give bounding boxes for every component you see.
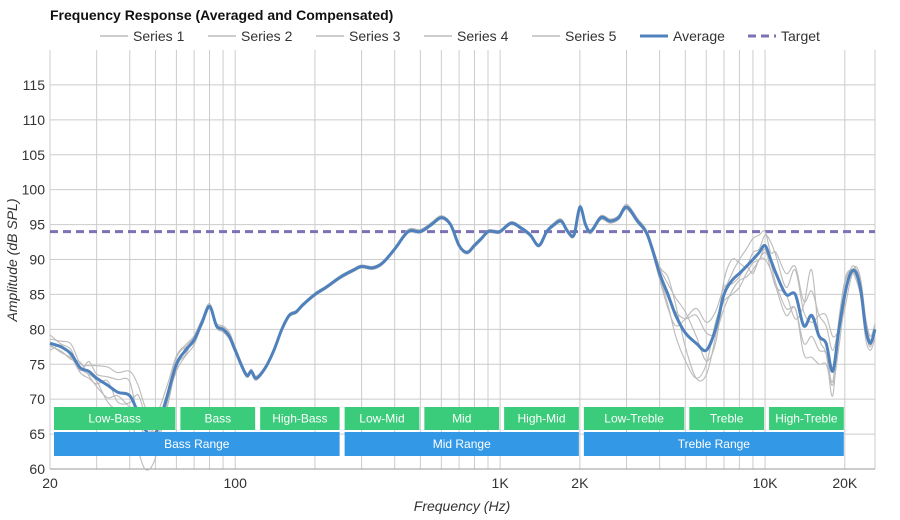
band-low-mid [344,407,420,430]
band-label: High-Treble [775,412,838,426]
legend-label: Series 1 [133,28,185,44]
chart-grid [49,50,876,470]
y-tick-label: 110 [23,112,46,128]
average-line [49,205,877,438]
x-tick-label: 2K [571,475,589,491]
chart-legend: Series 1 Series 2 Series 3 Series 4 Series 5… [100,28,820,44]
average-line-path [49,205,877,438]
band-high-bass [260,407,340,430]
series-lines [49,203,876,471]
series-1-line [49,203,876,418]
y-tick-label: 80 [29,321,45,337]
series-5-line [49,206,876,471]
band-label: High-Mid [517,412,565,426]
band-high-treble [769,407,844,430]
y-tick-label: 70 [29,391,45,407]
band-low-treble [583,407,685,430]
y-tick-label: 105 [22,147,46,163]
y-tick-label: 60 [29,461,45,477]
legend-item: Series 4 [424,28,509,44]
legend-label: Series 3 [349,28,401,44]
legend-item: Series 2 [208,28,293,44]
x-tick-label: 100 [224,475,248,491]
x-axis-label: Frequency (Hz) [414,498,510,514]
band-mid [424,407,500,430]
y-tick-label: 65 [29,426,45,442]
band-label: Treble Range [678,437,751,451]
legend-item: Target [748,28,820,44]
band-label: Bass Range [164,437,230,451]
band-label: Low-Mid [359,412,404,426]
band-bass [180,407,256,430]
y-axis-ticks: 60 65 70 75 80 85 90 95 100 105 110 115 [22,77,46,477]
band-treble [689,407,765,430]
band-bass-range [54,432,340,456]
y-axis-label: Amplitude (dB SPL) [4,199,20,323]
band-low-bass [54,407,176,430]
band-label: Low-Bass [88,412,141,426]
x-tick-label: 20K [832,475,858,491]
x-axis-ticks: 20 100 1K 2K 10K 20K [42,475,858,491]
band-high-mid [504,407,579,430]
legend-label: Average [673,28,725,44]
legend-label: Target [781,28,820,44]
legend-item: Average [640,28,725,44]
band-mid-range [344,432,579,456]
y-tick-label: 95 [29,217,45,233]
band-label: Mid [452,412,471,426]
series-2-line [49,208,876,439]
legend-item: Series 1 [100,28,185,44]
band-label: Mid Range [433,437,491,451]
band-label: Low-Treble [604,412,664,426]
y-tick-label: 90 [29,252,45,268]
x-tick-label: 1K [492,475,510,491]
band-label: Bass [204,412,231,426]
x-tick-label: 20 [42,475,58,491]
y-tick-label: 100 [22,182,46,198]
band-label: Treble [710,412,744,426]
legend-item: Series 5 [532,28,617,44]
x-tick-label: 10K [753,475,779,491]
legend-label: Series 2 [241,28,293,44]
chart-title: Frequency Response (Averaged and Compens… [50,7,393,23]
legend-item: Series 3 [316,28,401,44]
frequency-bands: Low-Bass Bass High-Bass Low-Mid Mid High-Mid L… [54,407,844,456]
series-4-line [49,207,876,433]
y-tick-label: 85 [29,286,45,302]
legend-label: Series 4 [457,28,509,44]
band-label: High-Bass [272,412,327,426]
y-tick-label: 115 [23,77,46,93]
y-tick-label: 75 [29,356,45,372]
legend-label: Series 5 [565,28,617,44]
band-treble-range [583,432,844,456]
